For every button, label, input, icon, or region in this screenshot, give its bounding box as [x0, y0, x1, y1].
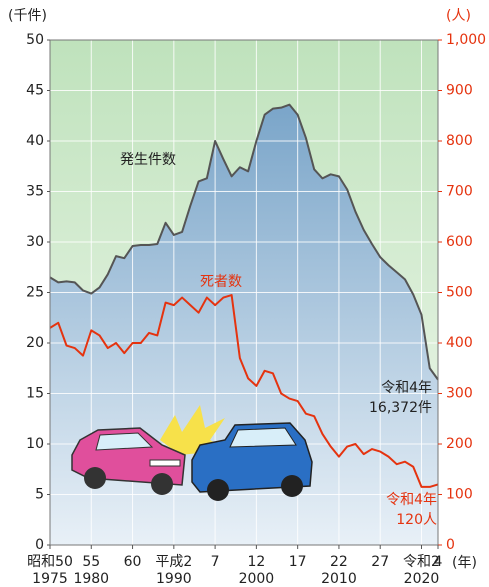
- x-tick-label: 4: [434, 554, 443, 570]
- y2-tick-label: 200: [446, 436, 473, 452]
- y-tick-label: 30: [26, 234, 44, 250]
- y-tick-label: 35: [26, 184, 44, 200]
- y-tick-label: 40: [26, 133, 44, 149]
- y2-tick-label: 500: [446, 285, 473, 301]
- x-tick-label: 17: [289, 554, 307, 570]
- x-tick-label: 7: [211, 554, 220, 570]
- x-year-label: 1980: [73, 571, 109, 587]
- y2-tick-label: 800: [446, 133, 473, 149]
- x-tick-label: 55: [82, 554, 100, 570]
- y2-tick-label: 1,000: [446, 32, 486, 48]
- series-label: 死者数: [200, 274, 242, 290]
- annotation: 令和4年: [381, 380, 432, 396]
- x-tick-label: 平成2: [155, 554, 192, 570]
- y-tick-label: 50: [26, 32, 44, 48]
- y2-tick-label: 600: [446, 234, 473, 250]
- y-axis-label: (千件): [8, 8, 47, 24]
- x-year-label: 2010: [321, 571, 357, 587]
- y2-tick-label: 300: [446, 386, 473, 402]
- chart: (千件) (人) (年) 発生件数 死者数 令和4年 16,372件 令和4年 …: [0, 0, 489, 587]
- annotation: 120人: [396, 512, 437, 528]
- x-unit: (年): [452, 555, 477, 571]
- x-year-label: 2000: [239, 571, 275, 587]
- x-tick-label: 60: [124, 554, 142, 570]
- y-tick-label: 20: [26, 335, 44, 351]
- y-tick-label: 15: [26, 386, 44, 402]
- annotation: 16,372件: [369, 400, 432, 416]
- y2-axis-label: (人): [446, 8, 471, 24]
- y2-tick-label: 100: [446, 487, 473, 503]
- y2-tick-label: 400: [446, 335, 473, 351]
- y-tick-label: 10: [26, 436, 44, 452]
- x-year-label: 1975: [32, 571, 68, 587]
- x-tick-label: 22: [330, 554, 348, 570]
- y2-tick-label: 900: [446, 83, 473, 99]
- x-tick-label: 27: [371, 554, 389, 570]
- y-tick-label: 0: [35, 537, 44, 553]
- y-tick-label: 25: [26, 285, 44, 301]
- annotation: 令和4年: [386, 492, 437, 508]
- x-tick-label: 12: [247, 554, 265, 570]
- y2-tick-label: 700: [446, 184, 473, 200]
- y-tick-label: 45: [26, 83, 44, 99]
- series-label: 発生件数: [120, 152, 176, 168]
- x-tick-label: 昭和50: [27, 554, 73, 570]
- x-year-label: 1990: [156, 571, 192, 587]
- y-tick-label: 5: [35, 487, 44, 503]
- x-year-label: 2020: [404, 571, 440, 587]
- y2-tick-label: 0: [446, 537, 455, 553]
